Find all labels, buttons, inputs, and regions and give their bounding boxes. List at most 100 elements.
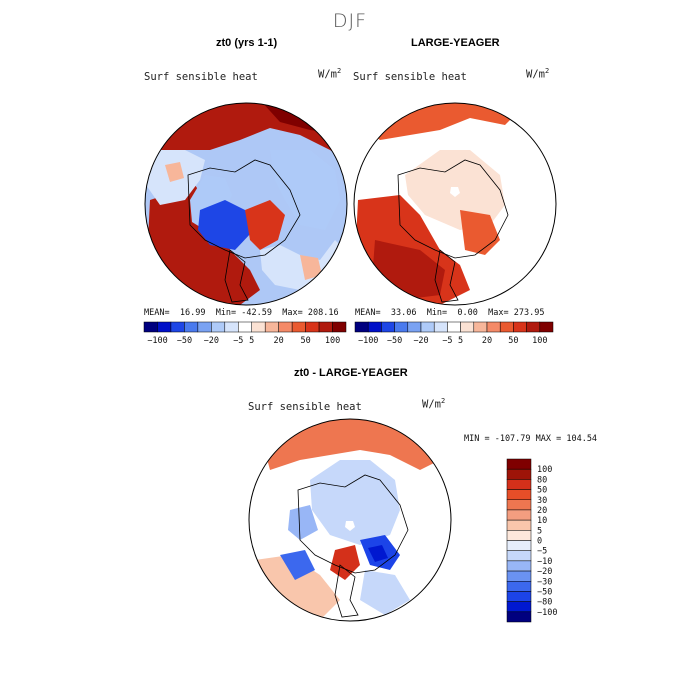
panel3-coast-2 [334, 564, 359, 618]
panel2-units: W/m [526, 68, 545, 81]
panel2-colorbar-tick-label: −100 [358, 336, 378, 346]
panel1-colorbar-bin [211, 321, 226, 333]
panel3-colorbar-tick-label: −80 [537, 598, 552, 608]
panel1-patch-warm2 [165, 162, 184, 182]
panel3-colorbar-bin [506, 540, 532, 551]
panel1-colorbar-bin [157, 321, 172, 333]
panel1-colorbar-tick-label: 5 [249, 336, 254, 346]
panel2-colorbar-bin [420, 321, 435, 333]
panel2-coast-1 [397, 159, 509, 259]
panel3-colorbar-bin [506, 509, 532, 521]
panel1-units-label: W/m2 [318, 67, 341, 81]
panel3-colorbar-tick-label: 100 [537, 465, 552, 475]
panel2-colorbar-bin [513, 321, 527, 333]
panel1-min-label: Min= [215, 308, 237, 318]
panel1-colorbar-tick-label: −5 [233, 336, 243, 346]
panel2-units-label: W/m2 [526, 67, 549, 81]
panel3-colorbar-bin [506, 519, 532, 531]
panel1-stats: MEAN= 16.99 Min= -42.59 Max= 208.16 [144, 308, 339, 318]
panel1-units-exp: 2 [336, 67, 342, 75]
panel1-variable-label: Surf sensible heat [144, 71, 258, 83]
panel3-boundary [248, 418, 452, 622]
panel3-barents-core [368, 545, 388, 562]
panel1-coast-1 [187, 159, 301, 259]
panel3-title: zt0 - LARGE-YEAGER [294, 367, 408, 379]
panel3-nordic-warm [330, 545, 360, 580]
figure-title: DJF [332, 10, 368, 32]
panel2-colorbar-bin [394, 321, 409, 333]
panel2-colorbar-bin [433, 321, 448, 333]
panel3-colorbar-bin [506, 479, 532, 490]
panel3-colorbar-bin [506, 601, 532, 613]
panel2-colorbar-bin [539, 321, 554, 333]
panel1-colorbar-bin [238, 321, 252, 333]
panel3-colorbar-bin [506, 499, 532, 511]
panel3-colorbar-tick-label: 80 [537, 475, 547, 485]
panel1-mean: 16.99 [179, 308, 206, 318]
panel2-colorbar-bin [367, 321, 382, 333]
panel3-units-label: W/m2 [422, 397, 445, 411]
panel1-boundary [144, 102, 348, 306]
panel3-pole-hole [345, 521, 355, 531]
panel1-colorbar-tick-label: −100 [147, 336, 167, 346]
panel1-units: W/m [318, 68, 337, 81]
panel3-colorbar-tick-label: 20 [537, 506, 547, 516]
panel3-colorbar-tick-label: 50 [537, 486, 547, 496]
panel3-colorbar-tick-label: 0 [537, 537, 542, 547]
panel3-units-exp: 2 [440, 397, 446, 405]
panel3-colorbar-bin [506, 458, 532, 470]
panel1-colorbar-bin [318, 321, 333, 333]
panel2-min: 0.00 [457, 308, 478, 318]
panel1-mean-label: MEAN= [144, 308, 170, 318]
panel2-colorbar-tick-label: 50 [508, 336, 518, 346]
panel3-colorbar-bin [506, 611, 532, 623]
panel3-colorbar-bin [506, 560, 532, 572]
panel2-colorbar-tick-label: −20 [413, 336, 428, 346]
panel3-arctic [310, 460, 400, 545]
panel1-colorbar-bin [184, 321, 199, 333]
panel3-colorbar-bin [506, 581, 532, 592]
panel3-colorbar-tick-label: −100 [537, 608, 557, 618]
panel2-colorbar-tick-label: 100 [532, 336, 547, 346]
panel1-nordic-seas [245, 200, 285, 250]
panel3-colorbar-tick-label: −30 [537, 577, 552, 587]
panel3-colorbar-tick-label: 30 [537, 496, 547, 506]
panel2-colorbar: −100 −50 −20 −5 5 20 50 100 [354, 321, 554, 346]
panel3-coast-1 [297, 474, 409, 574]
panel3-colorbar-tick-label: −10 [537, 557, 552, 567]
panel1-colorbar-bin [251, 321, 266, 333]
panel2-mean-label: MEAN= [355, 308, 381, 318]
panel2-max-label: Max= [488, 308, 509, 318]
panel3-colorbar-tick-label: −50 [537, 587, 552, 597]
panel2-colorbar-tick-label: −5 [442, 336, 452, 346]
panel2-colorbar-bin [407, 321, 422, 333]
panel2-colorbar-bin [473, 321, 488, 333]
panel1-patch-warm1 [300, 255, 322, 280]
panel2-pole-hole [450, 187, 460, 197]
panel3-colorbar-bin [506, 591, 532, 602]
panel2-colorbar-bin [354, 321, 369, 333]
panel3-colorbar-bin [506, 570, 532, 582]
panel1-arctic-center [198, 200, 252, 250]
panel3-variable-label: Surf sensible heat [248, 401, 362, 413]
panel1-colorbar-bin [170, 321, 185, 333]
panel2-boundary [353, 102, 557, 306]
panel2-colorbar-tick-label: 5 [458, 336, 463, 346]
panel2-colorbar-bin [460, 321, 475, 333]
panel2-colorbar-tick-label: 20 [482, 336, 492, 346]
panel1-max: 208.16 [307, 308, 339, 318]
panel2-colorbar-bin [499, 321, 514, 333]
panel1-max-label: Max= [282, 308, 303, 318]
panel1-colorbar: −100 −50 −20 −5 5 20 50 100 [143, 321, 347, 346]
panel3-map [249, 419, 451, 621]
panel3-colorbar-tick-label: −5 [537, 547, 547, 557]
panel2-colorbar-bin [447, 321, 461, 333]
panel3-colorbar-tick-label: 5 [537, 526, 542, 536]
panel2-units-exp: 2 [544, 67, 550, 75]
panel1-map [145, 103, 347, 305]
panel3-labrador [288, 505, 318, 540]
panel1-min: -42.59 [241, 308, 273, 318]
panel3-europe-cool [360, 570, 410, 615]
panel1-colorbar-tick-label: −20 [204, 336, 219, 346]
